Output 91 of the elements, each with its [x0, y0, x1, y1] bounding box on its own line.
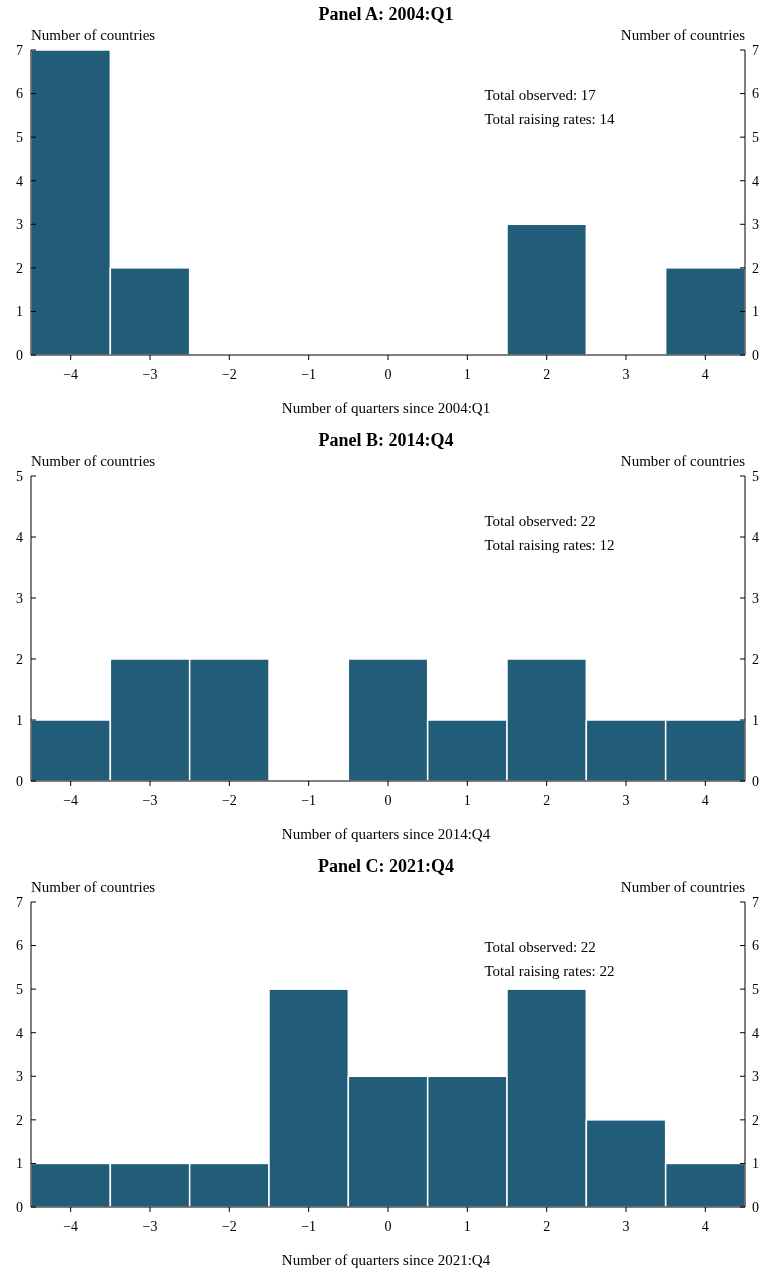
x-tick-label: 1 [463, 793, 471, 808]
x-tick-label: 0 [384, 367, 392, 382]
y2-tick-label: 5 [752, 982, 759, 998]
x-axis-title: Number of quarters since 2021:Q4 [281, 1252, 491, 1268]
x-tick-label: −1 [301, 1219, 317, 1234]
y2-tick-label: 1 [752, 712, 759, 728]
y-tick-label: 2 [16, 1112, 23, 1128]
x-tick-label: 3 [622, 367, 630, 382]
y-tick-label: 1 [16, 712, 23, 728]
y-tick-label: 4 [16, 529, 23, 545]
y2-tick-label: 2 [752, 1112, 759, 1128]
y2-tick-label: 6 [752, 86, 759, 102]
x-tick-label: −2 [221, 1219, 237, 1234]
annotation: Total observed: 17 [484, 87, 597, 103]
y-tick-label: 2 [16, 260, 23, 276]
y2-tick-label: 4 [752, 529, 759, 545]
chart-title: Panel C: 2021:Q4 [318, 856, 454, 876]
y-tick-label: 5 [16, 130, 23, 146]
x-tick-label: 2 [543, 793, 551, 808]
y-tick-label: 2 [16, 651, 23, 667]
x-tick-label: 2 [543, 1219, 551, 1234]
y2-tick-label: 3 [752, 590, 759, 606]
x-tick-label: 4 [701, 793, 709, 808]
y-tick-label: 3 [16, 217, 23, 233]
y2-tick-label: 0 [752, 347, 759, 363]
y2-axis-title: Number of countries [620, 879, 746, 895]
x-tick-label: −1 [301, 367, 317, 382]
annotation: Total observed: 22 [484, 513, 596, 529]
y-tick-label: 5 [16, 468, 23, 484]
y2-tick-label: 7 [752, 894, 759, 910]
y-tick-label: 6 [16, 938, 23, 954]
chart-title: Panel A: 2004:Q1 [318, 4, 454, 24]
y-tick-label: 3 [16, 590, 23, 606]
y-tick-label: 3 [16, 1069, 23, 1085]
x-tick-label: 0 [384, 1219, 392, 1234]
x-axis-title: Number of quarters since 2014:Q4 [281, 826, 491, 842]
x-tick-label: −2 [221, 793, 237, 808]
y2-tick-label: 1 [752, 304, 759, 320]
y2-tick-label: 1 [752, 1156, 759, 1172]
chart-title: Panel B: 2014:Q4 [318, 430, 454, 450]
bar [506, 223, 588, 356]
y2-axis-title: Number of countries [620, 453, 746, 469]
y-tick-label: 5 [16, 982, 23, 998]
x-tick-label: −3 [142, 1219, 158, 1234]
y-tick-label: 7 [16, 42, 23, 58]
y-axis-title: Number of countries [31, 27, 156, 43]
x-tick-label: 4 [701, 367, 709, 382]
x-tick-label: −4 [63, 367, 79, 382]
y2-tick-label: 7 [752, 42, 759, 58]
x-tick-label: 3 [622, 1219, 630, 1234]
y2-tick-label: 5 [752, 130, 759, 146]
x-tick-label: −4 [63, 1219, 79, 1234]
y-axis-title: Number of countries [31, 879, 156, 895]
y2-tick-label: 4 [752, 1025, 759, 1041]
y-tick-label: 1 [16, 304, 23, 320]
y-axis-title: Number of countries [31, 453, 156, 469]
y2-tick-label: 2 [752, 651, 759, 667]
y2-tick-label: 4 [752, 173, 759, 189]
bar [664, 267, 746, 356]
x-tick-label: −1 [301, 793, 317, 808]
y-tick-label: 0 [16, 773, 23, 789]
x-tick-label: −3 [142, 367, 158, 382]
y-tick-label: 7 [16, 894, 23, 910]
x-axis-title: Number of quarters since 2004:Q1 [281, 400, 491, 416]
y2-tick-label: 5 [752, 468, 759, 484]
y-tick-label: 4 [16, 1025, 23, 1041]
annotation: Total observed: 22 [484, 939, 596, 955]
y2-tick-label: 3 [752, 1069, 759, 1085]
y2-tick-label: 0 [752, 773, 759, 789]
y2-tick-label: 0 [752, 1199, 759, 1215]
y-tick-label: 0 [16, 1199, 23, 1215]
y2-tick-label: 2 [752, 260, 759, 276]
x-tick-label: 4 [701, 1219, 709, 1234]
x-tick-label: −4 [63, 793, 79, 808]
y-tick-label: 1 [16, 1156, 23, 1172]
y2-tick-label: 3 [752, 217, 759, 233]
y2-tick-label: 6 [752, 938, 759, 954]
annotation: Total raising rates: 22 [484, 963, 615, 979]
y2-axis-title: Number of countries [620, 27, 746, 43]
y-tick-label: 0 [16, 347, 23, 363]
x-tick-label: 0 [384, 793, 392, 808]
x-tick-label: 1 [463, 1219, 471, 1234]
x-tick-label: 2 [543, 367, 551, 382]
annotation: Total raising rates: 14 [484, 111, 616, 127]
x-tick-label: −3 [142, 793, 158, 808]
x-tick-label: 1 [463, 367, 471, 382]
y-tick-label: 6 [16, 86, 23, 102]
x-tick-label: −2 [221, 367, 237, 382]
annotation: Total raising rates: 12 [484, 537, 615, 553]
x-tick-label: 3 [622, 793, 630, 808]
y-tick-label: 4 [16, 173, 23, 189]
